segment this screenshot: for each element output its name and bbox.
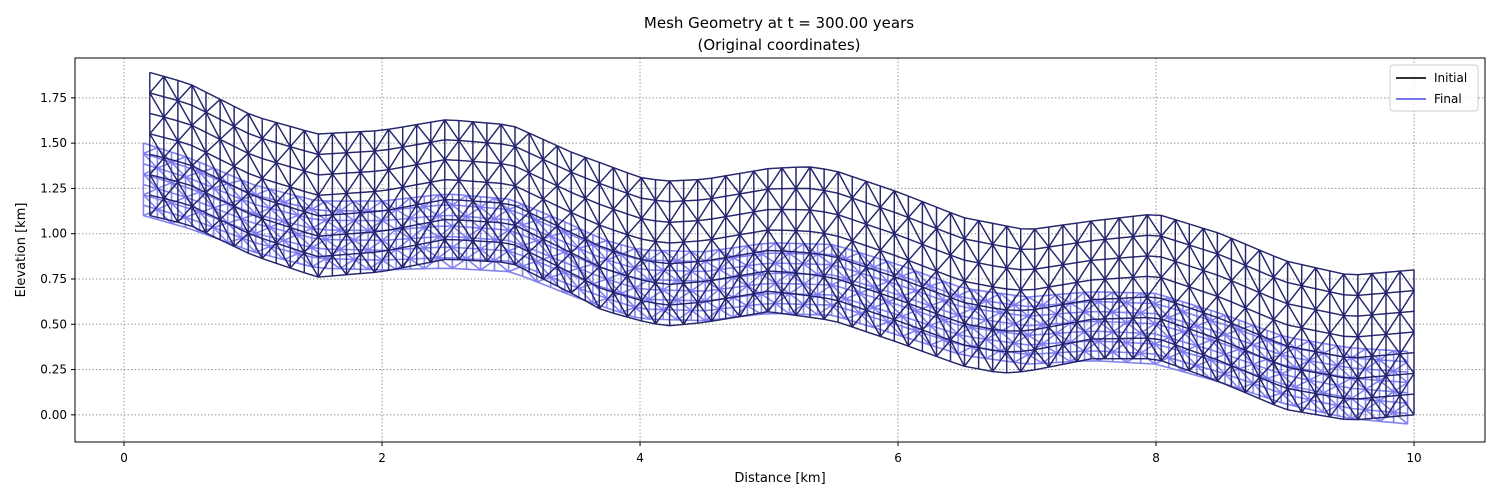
- chart-title-line1: Mesh Geometry at t = 300.00 years: [644, 14, 914, 32]
- x-tick-label: 0: [120, 451, 128, 465]
- y-tick-label: 1.25: [40, 181, 67, 195]
- mesh-plot-area: [142, 71, 1415, 425]
- y-tick-label: 1.00: [40, 227, 67, 241]
- y-tick-label: 0.00: [40, 408, 67, 422]
- initial-mesh: [149, 71, 1415, 421]
- plot-frame: [74, 57, 1486, 443]
- x-tick-label: 2: [378, 451, 386, 465]
- y-tick-label: 1.50: [40, 136, 67, 150]
- x-tick-label: 6: [894, 451, 902, 465]
- y-tick-label: 0.75: [40, 272, 67, 286]
- x-tick-label: 8: [1152, 451, 1160, 465]
- y-tick-label: 0.25: [40, 363, 67, 377]
- y-axis: 0.00 0.25 0.50 0.75 1.00 1.25 1.50 1.75: [40, 91, 75, 422]
- chart-title-line2: (Original coordinates): [698, 36, 861, 54]
- y-tick-label: 1.75: [40, 91, 67, 105]
- y-axis-label: Elevation [km]: [14, 203, 29, 298]
- initial-mesh-edges: [149, 72, 1415, 420]
- legend-label-final: Final: [1434, 92, 1462, 106]
- x-axis-label: Distance [km]: [734, 471, 825, 486]
- y-tick-label: 0.50: [40, 317, 67, 331]
- x-tick-label: 10: [1406, 451, 1421, 465]
- legend-label-initial: Initial: [1434, 71, 1467, 85]
- x-tick-label: 4: [636, 451, 644, 465]
- legend: Initial Final: [1389, 64, 1479, 112]
- x-axis: 0 2 4 6 8 10: [120, 442, 1422, 465]
